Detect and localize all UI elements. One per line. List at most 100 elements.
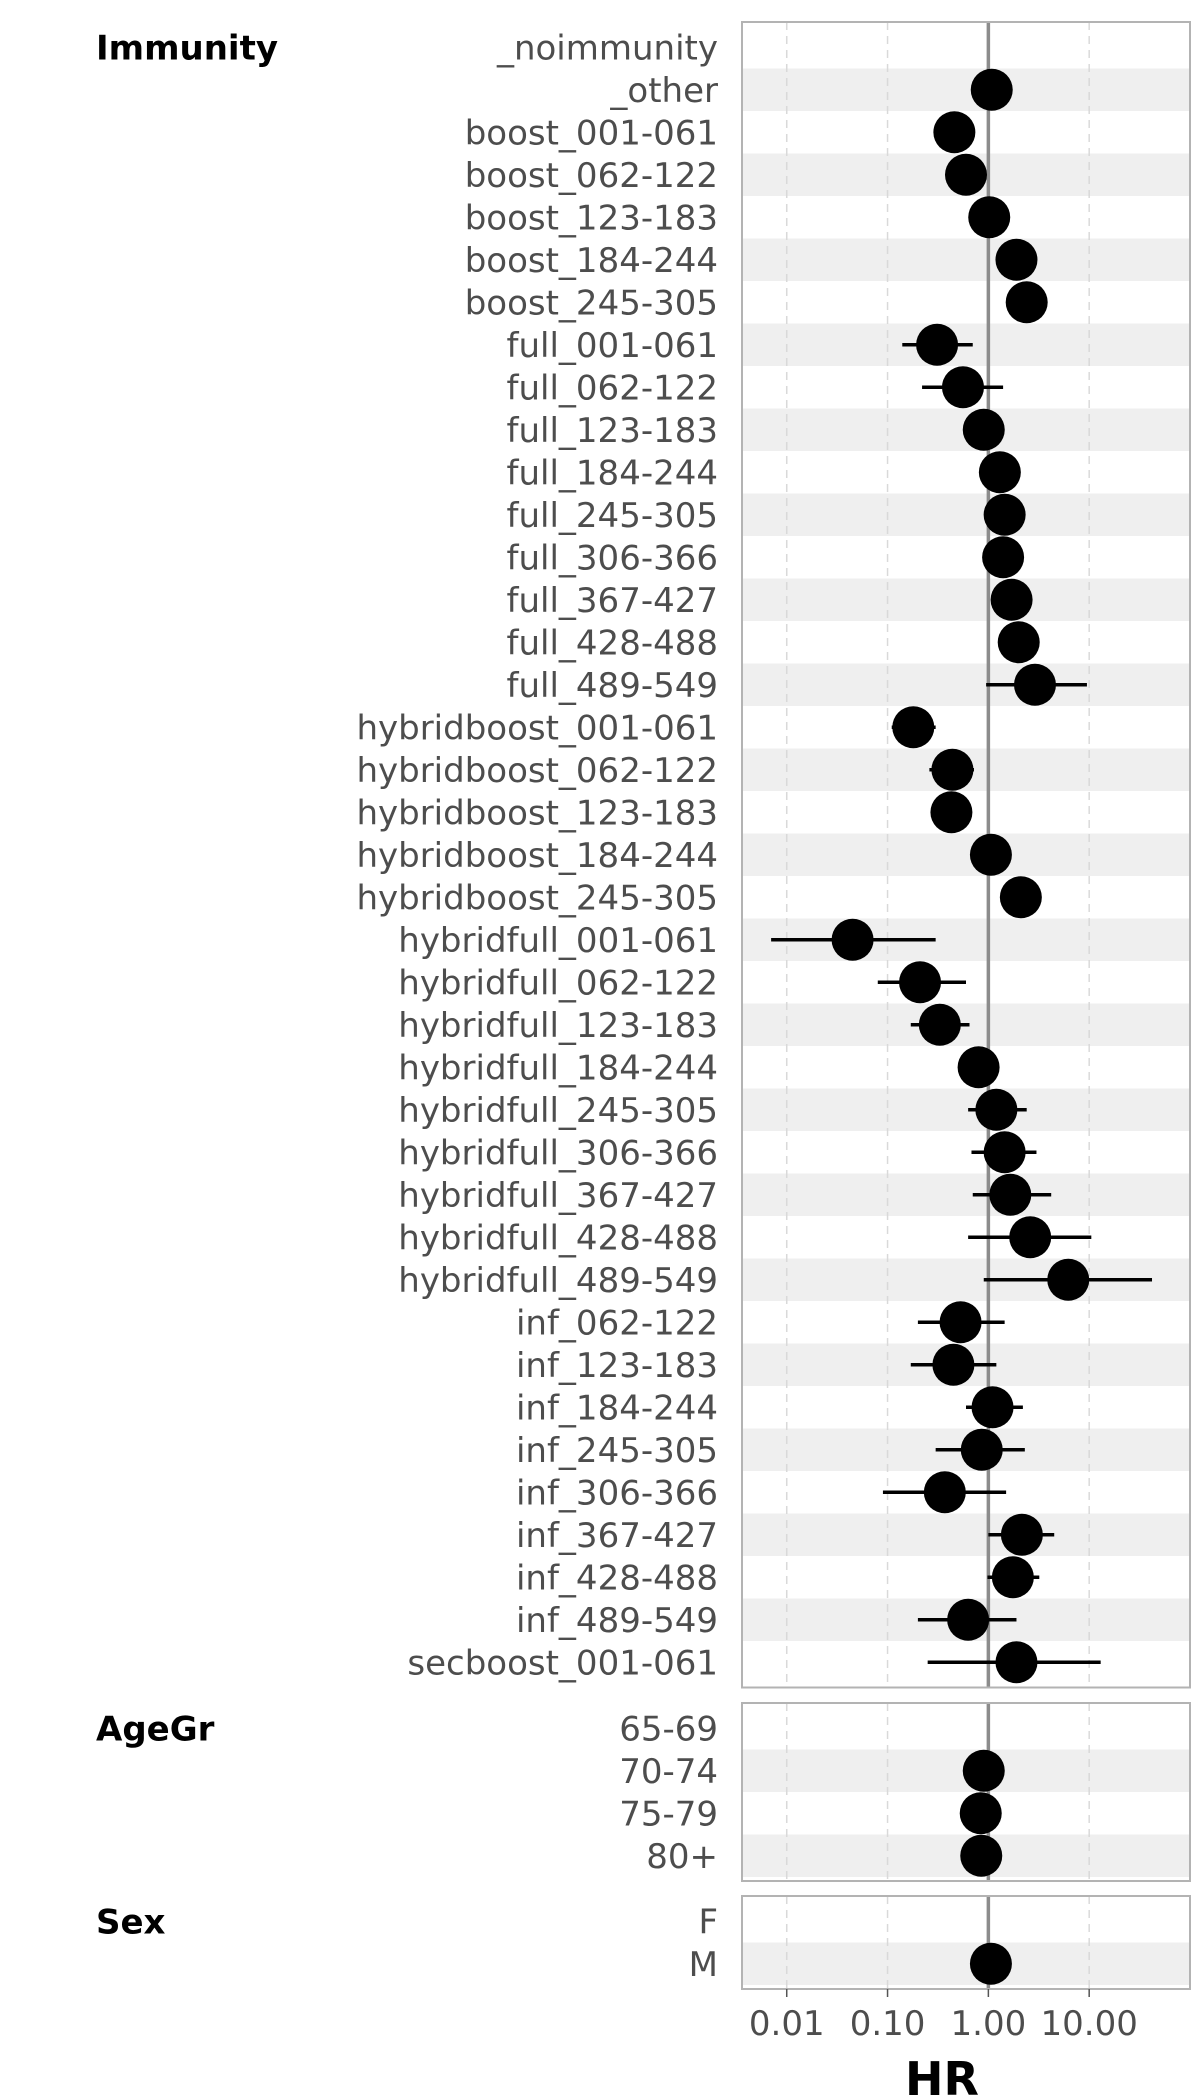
- row-label: full_001-061: [507, 326, 718, 366]
- hr-point: [918, 1003, 961, 1046]
- hr-point: [831, 918, 874, 961]
- hr-point: [978, 451, 1021, 494]
- hr-point: [923, 1471, 966, 1514]
- hr-point: [969, 833, 1012, 876]
- hr-point: [931, 748, 974, 791]
- row-label: inf_123-183: [516, 1346, 718, 1386]
- row-label: hybridfull_367-427: [398, 1176, 718, 1216]
- row-label: boost_184-244: [465, 241, 718, 281]
- row-label: hybridboost_184-244: [356, 836, 718, 876]
- row-label: hybridboost_001-061: [356, 708, 718, 748]
- row-stripe: [742, 1173, 1190, 1216]
- row-stripe: [742, 238, 1190, 281]
- row-label: boost_062-122: [465, 156, 718, 196]
- hr-point: [995, 1641, 1038, 1684]
- hr-point: [1013, 663, 1056, 706]
- row-label: full_062-122: [507, 368, 718, 408]
- row-label: M: [689, 1945, 718, 1985]
- row-label: hybridfull_245-305: [398, 1091, 718, 1131]
- row-label: hybridfull_306-366: [398, 1133, 718, 1173]
- row-label: secboost_001-061: [407, 1643, 718, 1683]
- hr-point: [997, 621, 1040, 664]
- row-label: 70-74: [619, 1752, 718, 1792]
- hr-point: [962, 1749, 1005, 1792]
- row-stripe: [742, 578, 1190, 621]
- hr-point: [995, 238, 1038, 281]
- hr-point: [959, 1792, 1002, 1835]
- hr-point: [983, 493, 1026, 536]
- hr-point: [939, 1301, 982, 1344]
- hr-point: [999, 876, 1042, 919]
- row-label: hybridboost_245-305: [356, 878, 718, 918]
- row-label: 65-69: [619, 1709, 718, 1749]
- row-label: hybridboost_123-183: [356, 793, 718, 833]
- row-label: inf_367-427: [516, 1516, 718, 1556]
- hr-point: [962, 408, 1005, 451]
- row-label: inf_245-305: [516, 1431, 718, 1471]
- x-tick-label: 0.10: [850, 2004, 926, 2044]
- hr-point: [968, 196, 1011, 239]
- row-label: _noimmunity: [496, 28, 718, 68]
- hr-point: [899, 961, 942, 1004]
- row-stripe: [742, 493, 1190, 536]
- x-tick-label: 1.00: [951, 2004, 1027, 2044]
- hr-point: [1009, 1216, 1052, 1259]
- row-label: full_306-366: [507, 538, 718, 578]
- hr-point: [1000, 1513, 1043, 1556]
- row-label: _other: [609, 71, 718, 111]
- panel-border-agegr: [741, 1702, 1191, 1882]
- hr-point: [957, 1046, 1000, 1089]
- row-label: inf_062-122: [516, 1303, 718, 1343]
- hr-point: [982, 536, 1025, 579]
- x-tick-label: 0.01: [749, 2004, 825, 2044]
- row-label: hybridfull_123-183: [398, 1006, 718, 1046]
- row-label: inf_428-488: [516, 1558, 718, 1598]
- hr-point: [933, 111, 976, 154]
- hr-point: [960, 1834, 1003, 1877]
- hr-point: [969, 1942, 1012, 1985]
- row-label: hybridboost_062-122: [356, 751, 718, 791]
- row-label: full_489-549: [507, 666, 718, 706]
- hr-point: [1047, 1258, 1090, 1301]
- row-label: boost_245-305: [465, 283, 718, 323]
- row-label: hybridfull_428-488: [398, 1218, 718, 1258]
- row-label: inf_184-244: [516, 1388, 718, 1428]
- row-label: full_367-427: [507, 581, 718, 621]
- hr-point: [930, 791, 973, 834]
- row-label: inf_306-366: [516, 1473, 718, 1513]
- row-label: inf_489-549: [516, 1601, 718, 1641]
- row-stripe: [742, 68, 1190, 111]
- row-stripe: [742, 663, 1190, 706]
- row-label: hybridfull_001-061: [398, 921, 718, 961]
- hr-point: [991, 1556, 1034, 1599]
- x-axis-title: HR: [905, 2052, 979, 2100]
- group-label-immunity: Immunity: [96, 28, 278, 68]
- row-label: full_184-244: [507, 453, 718, 493]
- hr-point: [989, 1173, 1032, 1216]
- row-stripe: [742, 1088, 1190, 1131]
- hr-point: [975, 1088, 1018, 1131]
- group-label-sex: Sex: [96, 1902, 166, 1942]
- hr-point: [892, 706, 935, 749]
- hr-point: [983, 1131, 1026, 1174]
- hr-point: [971, 1386, 1014, 1429]
- row-label: 80+: [646, 1837, 718, 1877]
- hr-point: [960, 1428, 1003, 1471]
- row-stripe: [742, 1513, 1190, 1556]
- row-label: hybridfull_062-122: [398, 963, 718, 1003]
- row-label: full_428-488: [507, 623, 718, 663]
- hr-point: [947, 1598, 990, 1641]
- row-label: hybridfull_184-244: [398, 1048, 718, 1088]
- row-label: boost_123-183: [465, 198, 718, 238]
- panel-border-sex: [741, 1895, 1191, 1990]
- row-label: F: [698, 1902, 718, 1942]
- panel-border-immunity: [741, 21, 1191, 1689]
- row-stripe: [742, 833, 1190, 876]
- hr-point: [941, 366, 984, 409]
- hr-point: [970, 68, 1013, 111]
- row-label: 75-79: [619, 1794, 718, 1834]
- x-tick-label: 10.00: [1041, 2004, 1138, 2044]
- hr-point: [1005, 281, 1048, 324]
